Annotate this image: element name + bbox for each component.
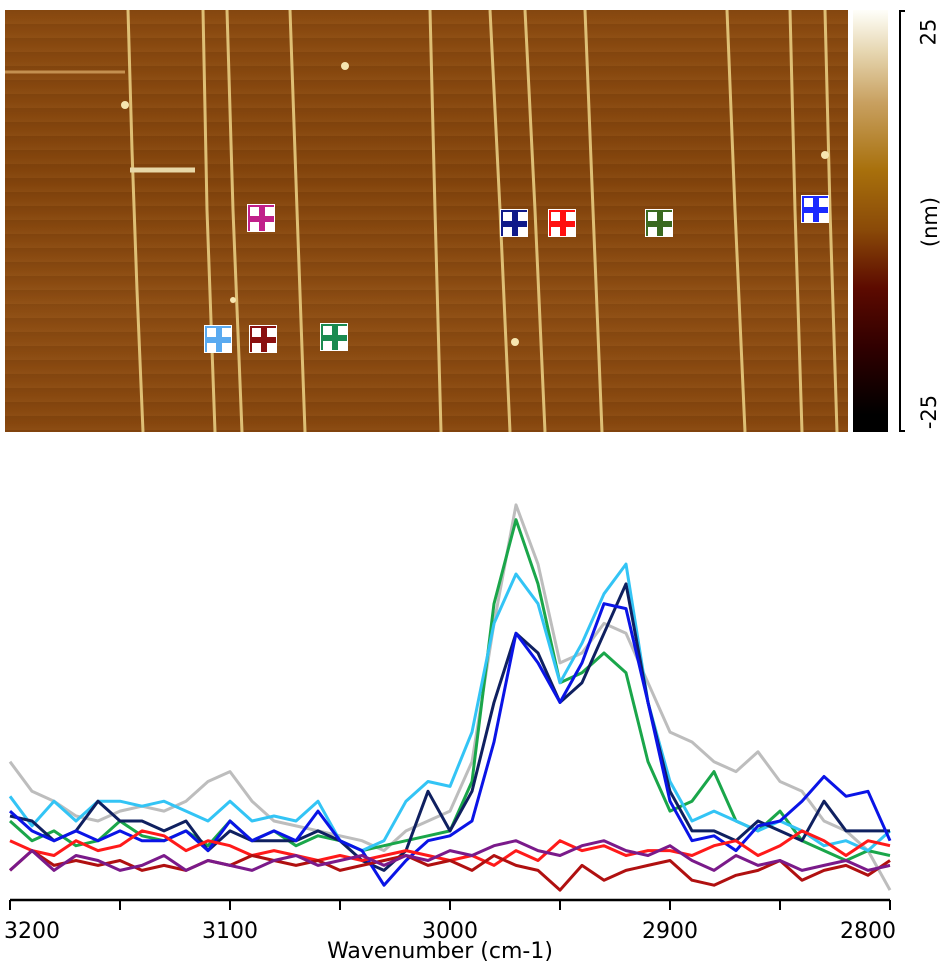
marker-quadrant (551, 212, 560, 221)
colorbar-unit-label: (nm) (918, 196, 943, 248)
x-tick-label: 3100 (202, 919, 258, 944)
marker-quadrant (207, 343, 216, 352)
series-line-6 (8, 849, 891, 892)
marker-quadrant (222, 343, 231, 352)
series-line-3 (9, 582, 890, 872)
marker-quadrant (250, 207, 259, 216)
colorbar (853, 10, 888, 432)
marker-quadrant (518, 212, 527, 221)
x-axis-title: Wavenumber (cm-1) (327, 939, 553, 964)
x-tick-label: 3200 (4, 919, 60, 944)
fiber (201, 10, 217, 432)
fiber (126, 10, 145, 432)
marker-quadrant (323, 341, 332, 350)
marker-quadrant (503, 227, 512, 236)
marker-quadrant (648, 227, 657, 236)
particle (230, 297, 236, 303)
marker-blue (801, 195, 829, 223)
marker-dark-red (249, 325, 277, 353)
marker-quadrant (804, 198, 813, 207)
fiber (225, 10, 244, 432)
fiber (288, 10, 307, 432)
colorbar-min-label: -25 (917, 394, 942, 430)
marker-quadrant (503, 212, 512, 221)
marker-quadrant (804, 213, 813, 222)
colorbar-max-label: 25 (916, 18, 941, 46)
series-line-4 (8, 602, 892, 887)
series-line-7 (8, 839, 891, 872)
marker-quadrant (663, 212, 672, 221)
marker-quadrant (323, 326, 332, 335)
fiber (523, 10, 547, 432)
marker-quadrant (252, 328, 261, 337)
marker-red (548, 209, 576, 237)
marker-quadrant (267, 328, 276, 337)
marker-quadrant (207, 328, 216, 337)
spectra-chart: 3200 3100 3000 2900 2800 Wavenumber (cm-1) (4, 503, 896, 964)
fiber (788, 10, 804, 432)
marker-navy (500, 209, 528, 237)
particle (341, 62, 349, 70)
afm-fibers (5, 10, 839, 432)
fiber (583, 10, 604, 432)
marker-quadrant (566, 212, 575, 221)
marker-quadrant (267, 343, 276, 352)
marker-quadrant (338, 326, 347, 335)
marker-quadrant (338, 341, 347, 350)
marker-quadrant (265, 207, 274, 216)
marker-quadrant (663, 227, 672, 236)
fiber (823, 10, 839, 432)
x-tick-label: 3000 (422, 919, 478, 944)
fiber (725, 10, 747, 432)
series-line-0 (8, 503, 892, 891)
particle (821, 151, 829, 159)
x-tick-label: 2900 (642, 919, 698, 944)
particle (121, 101, 129, 109)
marker-light-blue (204, 325, 232, 353)
marker-quadrant (265, 222, 274, 231)
marker-quadrant (819, 213, 828, 222)
marker-quadrant (566, 227, 575, 236)
marker-quadrant (648, 212, 657, 221)
particle (511, 338, 519, 346)
fiber (428, 10, 443, 432)
marker-quadrant (551, 227, 560, 236)
colorbar-axis (899, 10, 905, 432)
series-line-2 (8, 562, 892, 853)
marker-green (320, 323, 348, 351)
marker-magenta (247, 204, 275, 232)
marker-quadrant (222, 328, 231, 337)
marker-quadrant (819, 198, 828, 207)
x-tick-label: 2800 (840, 919, 896, 944)
marker-quadrant (518, 227, 527, 236)
marker-quadrant (250, 222, 259, 231)
marker-olive (645, 209, 673, 237)
afm-height-image (5, 10, 848, 432)
marker-quadrant (252, 343, 261, 352)
